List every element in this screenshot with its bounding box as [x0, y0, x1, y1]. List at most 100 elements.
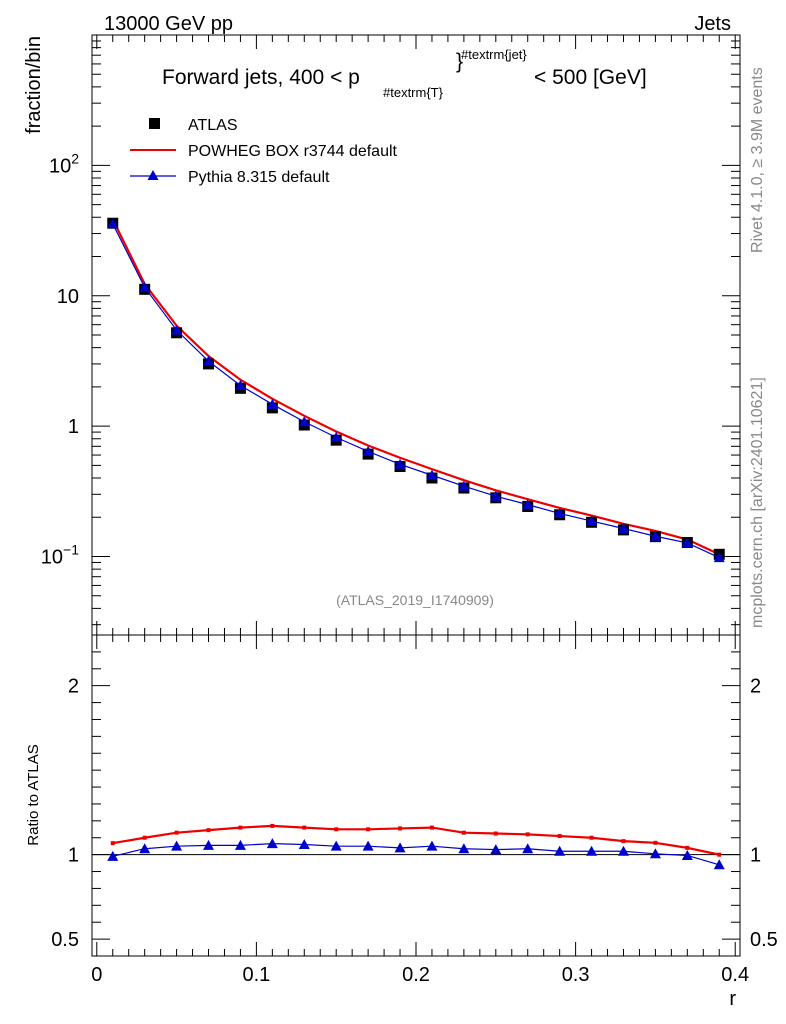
powheg-series-line — [111, 218, 720, 556]
pythia-ratio-point — [586, 845, 598, 856]
axis-ticks — [92, 35, 740, 957]
ratio-series — [107, 823, 725, 870]
pythia-data-point — [394, 458, 406, 469]
ratio-y-tick-label: 1 — [68, 845, 79, 867]
plot-title-superscript: #textrm{jet} — [461, 47, 527, 62]
main-y-axis-label: fraction/bin — [23, 36, 45, 134]
powheg-ratio-point — [557, 834, 562, 839]
pythia-data-point — [426, 469, 438, 480]
powheg-ratio-point — [142, 835, 147, 840]
pythia-ratio-point — [554, 845, 566, 856]
ratio-y-tick-label: 0.5 — [51, 929, 79, 951]
powheg-ratio-point — [429, 825, 434, 830]
powheg-ratio-point — [717, 852, 722, 857]
pythia-data-point — [649, 530, 661, 541]
pythia-data-point — [681, 537, 693, 548]
ratio-panel-frame — [91, 634, 741, 957]
powheg-ratio-point — [270, 823, 275, 828]
plot-title-brace: } — [456, 50, 463, 73]
powheg-ratio-line — [112, 824, 720, 856]
plot-title-suffix: < 500 [GeV] — [534, 66, 647, 89]
pythia-ratio-point — [426, 840, 438, 851]
powheg-ratio-point — [206, 828, 211, 833]
pythia-series-line — [112, 223, 720, 559]
process-label: Jets — [694, 13, 731, 35]
legend-atlas-label: ATLAS — [188, 117, 238, 134]
main-y-tick-label: 10 — [57, 286, 79, 308]
powheg-ratio-point — [493, 831, 498, 836]
powheg-ratio-point — [621, 839, 626, 844]
pythia-ratio-point — [203, 839, 215, 850]
pythia-data-point — [458, 480, 470, 491]
powheg-ratio-point — [366, 827, 371, 832]
pythia-data-point — [234, 379, 246, 390]
pythia-data-point — [330, 431, 342, 442]
pythia-ratio-point — [266, 838, 278, 849]
pythia-ratio-point — [490, 844, 502, 855]
powheg-ratio-point — [461, 830, 466, 835]
x-tick-label: 0.4 — [721, 964, 749, 986]
legend-pythia-marker — [147, 170, 159, 180]
main-series — [107, 217, 725, 563]
pythia-ratio-point — [298, 838, 310, 849]
legend: ATLAS POWHEG BOX r3744 default Pythia 8.… — [130, 117, 398, 186]
axis-tick-labels: 0 0.1 0.2 0.3 0.4 102 10 1 10−1 0.5 0.5 1 1 2 2 — [41, 150, 778, 986]
x-tick-label: 0.2 — [402, 964, 430, 986]
powheg-ratio-point — [589, 835, 594, 840]
pythia-data-point — [171, 324, 183, 335]
ratio-y-tick-label: 2 — [68, 676, 79, 698]
pythia-data-point — [266, 398, 278, 409]
plot-title-subscript: #textrm{T} — [383, 85, 444, 100]
powheg-ratio-point — [525, 832, 530, 837]
powheg-ratio-point — [302, 825, 307, 830]
pythia-data-point — [139, 281, 151, 292]
rivet-version-label: Rivet 4.1.0, ≥ 3.9M events — [749, 67, 766, 253]
legend-atlas-marker — [149, 118, 160, 129]
pythia-ratio-point — [234, 839, 246, 850]
legend-pythia-label: Pythia 8.315 default — [188, 169, 330, 186]
pythia-ratio-point — [171, 840, 183, 851]
pythia-ratio-point — [681, 849, 693, 860]
pythia-data-point — [522, 499, 534, 510]
pythia-data-point — [203, 355, 215, 366]
powheg-ratio-point — [174, 830, 179, 835]
powheg-ratio-point — [685, 845, 690, 850]
pythia-data-point — [298, 416, 310, 427]
pythia-ratio-point — [617, 845, 629, 856]
pythia-data-point — [107, 218, 119, 229]
main-y-tick-label: 10−1 — [41, 542, 79, 569]
pythia-data-point — [617, 522, 629, 533]
pythia-data-point — [713, 552, 725, 563]
main-y-tick-label: 102 — [49, 150, 79, 177]
pythia-data-point — [554, 507, 566, 518]
plot-title-prefix: Forward jets, 400 < p — [162, 66, 360, 89]
mcplots-label: mcplots.cern.ch [arXiv:2401.10621] — [749, 377, 766, 628]
beam-label: 13000 GeV pp — [104, 13, 233, 35]
pythia-data-point — [362, 445, 374, 456]
x-tick-label: 0.3 — [562, 964, 590, 986]
main-y-tick-label: 1 — [68, 416, 79, 438]
pythia-ratio-point — [107, 850, 119, 861]
pythia-data-point — [490, 490, 502, 501]
pythia-ratio-point — [649, 848, 661, 859]
ratio-y-tick-label-right: 0.5 — [750, 929, 778, 951]
x-tick-label: 0 — [91, 964, 102, 986]
powheg-ratio-point — [398, 826, 403, 831]
plot-title: Forward jets, 400 < p #textrm{T} } #text… — [162, 47, 647, 100]
pythia-ratio-point — [458, 843, 470, 854]
powheg-ratio-point — [334, 827, 339, 832]
pythia-data-point — [586, 515, 598, 526]
pythia-ratio-point — [522, 843, 534, 854]
ratio-y-axis-label: Ratio to ATLAS — [25, 744, 42, 845]
x-axis-label: r — [729, 988, 736, 1010]
x-tick-label: 0.1 — [242, 964, 270, 986]
pythia-ratio-point — [362, 840, 374, 851]
pythia-ratio-line — [112, 843, 720, 866]
ratio-y-tick-label-right: 1 — [750, 845, 761, 867]
ratio-y-tick-label-right: 2 — [750, 676, 761, 698]
legend-powheg-label: POWHEG BOX r3744 default — [188, 143, 398, 160]
pythia-ratio-point — [139, 843, 151, 854]
powheg-ratio-point — [653, 840, 658, 845]
pythia-ratio-point — [713, 859, 725, 870]
